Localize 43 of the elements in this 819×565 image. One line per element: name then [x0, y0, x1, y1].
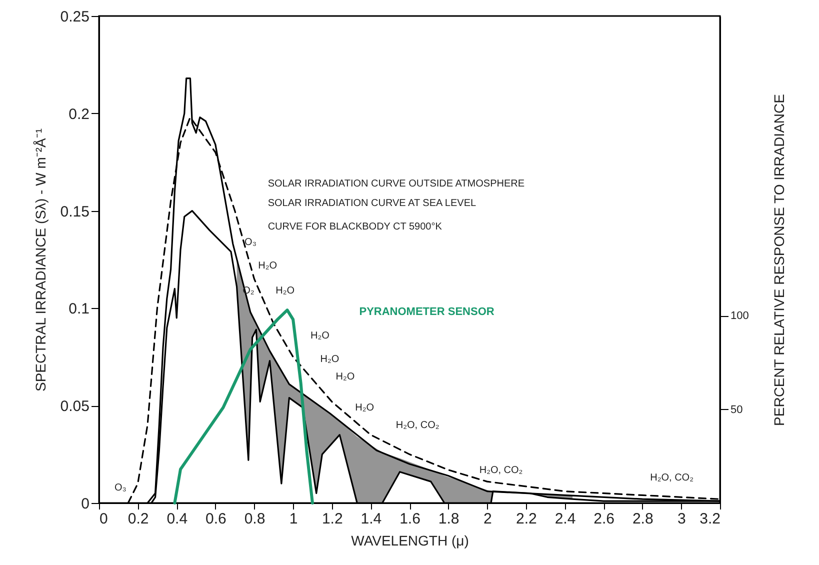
y-tick-label: 0 — [81, 496, 90, 512]
annotation: H₂O — [258, 260, 278, 272]
y-tick-label: 0.05 — [60, 398, 90, 416]
annotation: H₂O, CO₂ — [650, 472, 694, 484]
x-tick-label: 0.8 — [244, 510, 266, 528]
x-tick-label: 1.6 — [400, 510, 420, 528]
annotation: SOLAR IRRADIATION CURVE AT SEA LEVEL — [268, 198, 476, 210]
x-tick-label: 3 — [678, 510, 686, 528]
x-tick-label: 0 — [100, 510, 108, 528]
y-tick-label: 0.25 — [60, 8, 90, 26]
annotation: H₂O, CO₂ — [396, 420, 440, 432]
x-tick-label: 2.8 — [632, 510, 654, 528]
annotation: H₂O — [320, 354, 340, 365]
annotation: H₂O, CO₂ — [479, 464, 523, 476]
x-tick-label: 2.4 — [554, 510, 576, 528]
y-tick-label: 0.15 — [60, 203, 90, 220]
y2-tick-label: 100 — [730, 310, 749, 322]
annotation: O₃ — [244, 236, 256, 248]
annotation: CURVE FOR BLACKBODY CT 5900°K — [268, 221, 442, 232]
y2-tick-label: 50 — [730, 404, 743, 416]
y2-axis-title: PERCENT RELATIVE RESPONSE TO IRRADIANCE — [770, 94, 787, 426]
annotation: H₂O — [310, 330, 330, 342]
x-tick-label: 1.2 — [322, 510, 343, 528]
annotation: SOLAR IRRADIATION CURVE OUTSIDE ATMOSPHERE — [268, 178, 525, 190]
y-tick-label: 0.2 — [68, 106, 90, 123]
x-tick-label: 1 — [289, 510, 298, 528]
annotation: H₂O — [336, 371, 355, 382]
x-tick-label: 3.2 — [700, 510, 720, 528]
x-tick-label: 1.4 — [360, 510, 382, 528]
annotation: O₃ — [114, 482, 126, 494]
annotation: H₂O — [276, 286, 295, 297]
x-tick-label: 0.6 — [206, 510, 226, 528]
y-axis-title: SPECTRAL IRRADIANCE (Sλ) - W m⁻²Å⁻¹ — [32, 128, 48, 392]
x-tick-label: 0.4 — [166, 510, 188, 528]
x-axis-title: WAVELENGTH (μ) — [351, 532, 469, 548]
x-tick-label: 1.8 — [438, 510, 460, 528]
annotation: H₂O — [355, 402, 374, 414]
x-tick-label: 0.2 — [128, 510, 149, 528]
x-tick-label: 2.6 — [594, 510, 614, 528]
text: PYRANOMETER SENSOR — [359, 306, 494, 318]
x-tick-label: 2.2 — [516, 510, 537, 528]
y-tick-label: 0.1 — [68, 300, 90, 318]
x-tick-label: 2 — [483, 510, 492, 528]
